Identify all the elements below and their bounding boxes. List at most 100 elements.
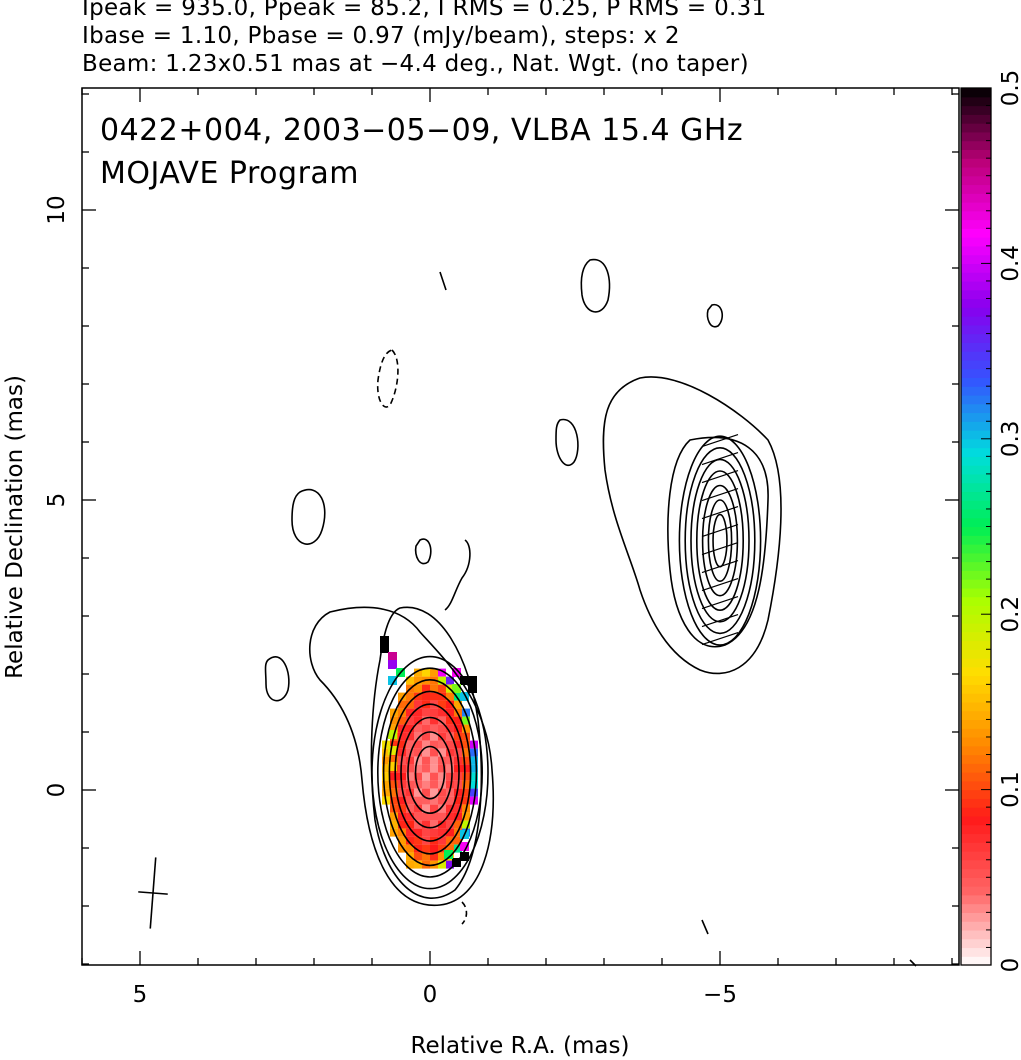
plot-frame — [81, 87, 960, 966]
pol-edge-pixel — [380, 636, 389, 645]
colorbar-step — [961, 544, 991, 554]
polarization-vector — [701, 632, 739, 646]
colorbar-step — [961, 710, 991, 721]
pol-pixel — [462, 772, 470, 781]
pol-edge-pixel — [452, 684, 461, 693]
outer-contour — [667, 436, 769, 648]
pol-pixel — [446, 828, 454, 837]
pol-pixel — [382, 748, 390, 757]
beam-minor-axis — [138, 891, 168, 895]
pol-pixel — [446, 796, 454, 805]
pol-pixel — [422, 788, 430, 797]
colorbar-step — [961, 579, 991, 589]
colorbar-step — [961, 815, 991, 826]
polarization-vector — [701, 614, 739, 628]
pol-pixel — [398, 700, 406, 709]
pol-pixel — [422, 748, 430, 757]
y-tick-label: 0 — [44, 783, 70, 798]
pol-pixel — [414, 732, 422, 741]
polarization-vector — [701, 470, 739, 484]
polarization-vector — [701, 578, 739, 592]
core-contour — [388, 690, 472, 855]
pol-pixel — [430, 692, 438, 701]
pol-pixel — [390, 812, 398, 821]
pol-pixel — [446, 844, 454, 853]
pol-pixel — [422, 804, 430, 813]
pol-pixel — [446, 860, 454, 869]
pol-pixel — [414, 796, 422, 805]
pol-pixel — [414, 692, 422, 701]
pol-pixel — [462, 820, 470, 829]
colorbar-step — [961, 324, 991, 335]
pol-pixel — [406, 724, 414, 733]
pol-pixel — [446, 676, 454, 685]
pol-pixel — [406, 732, 414, 741]
pol-pixel — [398, 796, 406, 805]
pol-pixel — [398, 748, 406, 757]
jet-component-contour — [712, 513, 728, 568]
colorbar-step — [961, 877, 991, 887]
colorbar-step — [961, 193, 991, 203]
colorbar-step — [961, 605, 991, 615]
pol-pixel — [414, 812, 422, 821]
pol-pixel — [406, 716, 414, 725]
colorbar-step — [961, 780, 991, 791]
jet-component-contour — [695, 470, 744, 611]
jet-component-contour — [701, 484, 739, 597]
pol-pixel — [462, 756, 470, 765]
pol-pixel — [422, 772, 430, 781]
y-axis-label: Relative Declination (mas) — [2, 375, 28, 679]
colorbar-step — [961, 140, 991, 150]
colorbar-step — [961, 438, 991, 449]
pol-pixel — [430, 716, 438, 725]
pol-pixel — [438, 860, 446, 869]
pol-pixel — [470, 780, 478, 789]
colorbar-step — [961, 798, 991, 808]
y-tick-label: 5 — [44, 493, 70, 508]
pol-pixel — [430, 828, 438, 837]
colorbar-tick-label: 0.1 — [998, 771, 1021, 808]
colorbar-step — [961, 772, 991, 782]
pol-pixel — [438, 700, 446, 709]
colorbar-step — [961, 728, 991, 738]
pol-pixel — [398, 764, 406, 773]
colorbar-step — [961, 254, 991, 264]
colorbar-step — [961, 570, 991, 580]
pol-pixel — [422, 828, 430, 837]
colorbar-step — [961, 894, 991, 905]
outer-contour — [264, 656, 290, 702]
colorbar-step — [961, 500, 991, 510]
pol-pixel — [406, 812, 414, 821]
header-line-2: Ibase = 1.10, Pbase = 0.97 (mJy/beam), s… — [82, 23, 680, 49]
pol-edge-pixel — [388, 652, 397, 661]
pol-pixel — [438, 676, 446, 685]
colorbar-step — [961, 850, 991, 861]
pol-edge-pixel — [468, 676, 477, 685]
pol-pixel — [414, 764, 422, 773]
pol-pixel — [414, 748, 422, 757]
pol-pixel — [462, 716, 470, 725]
pol-pixel — [446, 820, 454, 829]
polarization-vector — [701, 452, 739, 466]
colorbar-step — [961, 614, 991, 624]
y-axis-ticks: 0 5 10 — [44, 93, 959, 965]
pol-pixel — [430, 772, 438, 781]
colorbar-step — [961, 596, 991, 607]
pol-pixel — [446, 740, 454, 749]
colorbar-step — [961, 912, 991, 922]
outer-contour — [370, 606, 483, 899]
pol-pixel — [414, 804, 422, 813]
pol-pixel — [422, 692, 430, 701]
pol-pixel — [430, 764, 438, 773]
pol-pixel — [422, 796, 430, 805]
pol-pixel — [462, 724, 470, 733]
pol-pixel — [422, 740, 430, 749]
pol-pixel — [414, 772, 422, 781]
pol-pixel — [414, 724, 422, 733]
pol-pixel — [454, 812, 462, 821]
pol-pixel — [390, 796, 398, 805]
pol-pixel — [398, 812, 406, 821]
colorbar-step — [961, 456, 991, 466]
pol-pixel — [382, 756, 390, 765]
colorbar-step — [961, 640, 991, 650]
